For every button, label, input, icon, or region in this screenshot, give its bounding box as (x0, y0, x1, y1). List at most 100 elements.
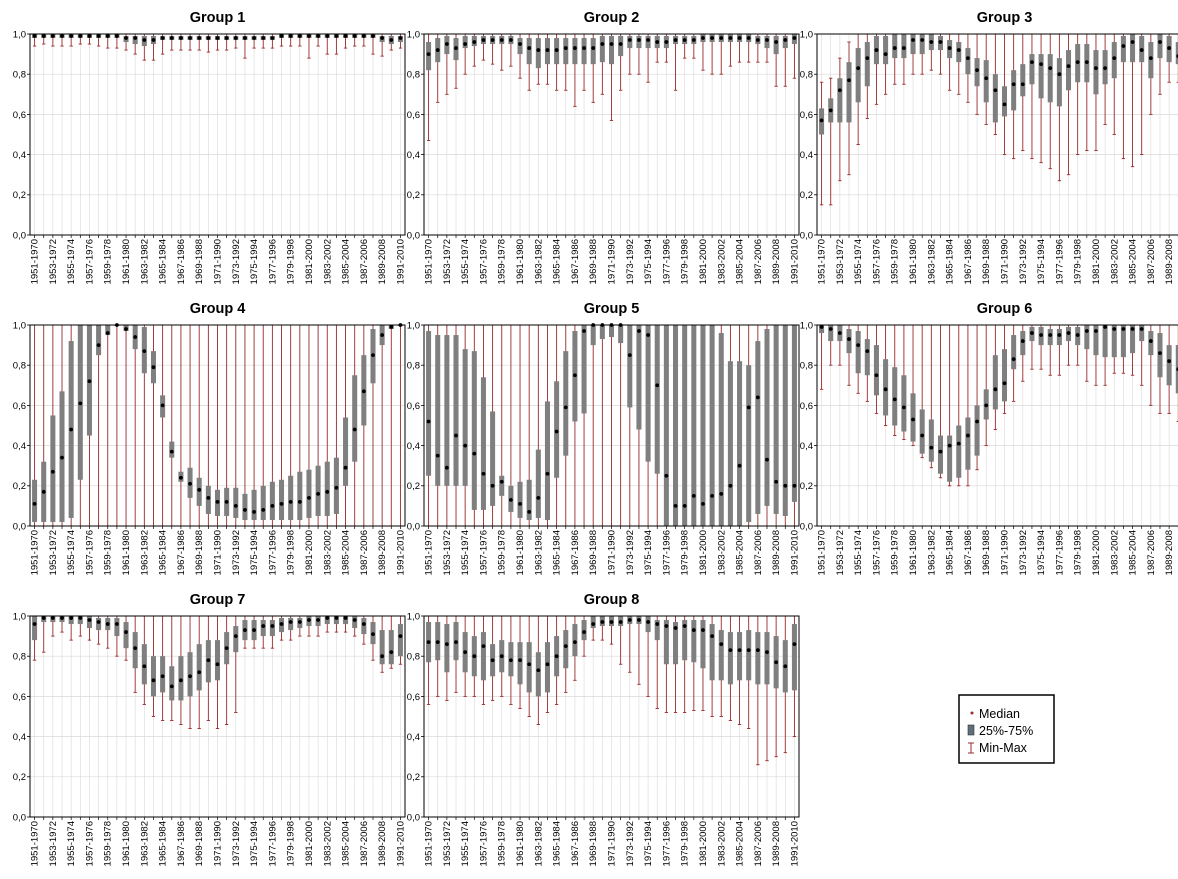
median-point (582, 329, 586, 333)
iqr-box (269, 620, 275, 637)
x-tick-label: 1955-1974 (460, 821, 471, 866)
iqr-box (563, 38, 569, 65)
x-tick-label: 1951-1970 (424, 530, 435, 575)
legend-median-marker (970, 711, 974, 715)
iqr-box (279, 479, 285, 520)
median-point (819, 325, 824, 329)
median-point (673, 504, 678, 508)
median-point (545, 471, 550, 476)
panel-title: Group 3 (977, 10, 1033, 26)
median-point (380, 36, 385, 40)
median-point (233, 504, 238, 508)
iqr-box (480, 632, 486, 681)
median-point (78, 34, 83, 38)
median-point (582, 630, 586, 634)
median-point (270, 504, 275, 508)
iqr-box (618, 36, 624, 57)
median-point (554, 429, 559, 434)
iqr-box (883, 36, 889, 65)
median-point (1158, 351, 1162, 356)
x-tick-label: 1987-2006 (359, 530, 370, 575)
median-point (87, 34, 92, 38)
x-tick-label: 1983-2002 (716, 239, 727, 284)
median-point (947, 443, 952, 448)
x-tick-label: 1991-2010 (789, 239, 800, 284)
y-tick-label: 0,4 (13, 150, 26, 161)
legend: Median 25%-75% Min-Max (958, 694, 1055, 764)
median-point (956, 48, 961, 52)
median-point (1121, 44, 1126, 48)
iqr-box (773, 325, 779, 514)
median-point (252, 36, 256, 40)
median-point (1112, 327, 1117, 331)
median-point (1030, 331, 1034, 335)
x-tick-label: 1981-2000 (304, 239, 315, 284)
iqr-box (828, 325, 834, 342)
x-tick-label: 1973-1992 (1018, 530, 1029, 575)
median-point (938, 40, 943, 44)
iqr-box (1038, 54, 1044, 99)
median-point (1039, 62, 1043, 67)
y-tick-label: 1,0 (800, 320, 813, 331)
x-tick-label: 1965-1984 (158, 239, 169, 284)
median-point (316, 618, 321, 622)
x-tick-label: 1969-1988 (194, 239, 205, 284)
iqr-box (846, 329, 852, 354)
median-point (874, 48, 879, 52)
median-point (160, 403, 165, 408)
median-point (664, 624, 669, 628)
x-tick-label: 1969-1988 (588, 821, 599, 866)
median-point (297, 620, 302, 624)
iqr-box (892, 34, 898, 59)
iqr-box (169, 441, 175, 458)
median-point (270, 36, 275, 40)
median-point (160, 674, 165, 679)
iqr-box (288, 618, 294, 631)
x-tick-label: 1951-1970 (424, 821, 435, 866)
median-point (728, 483, 733, 488)
y-tick-label: 0,0 (800, 230, 813, 241)
median-point (545, 662, 550, 667)
median-point (151, 38, 156, 42)
median-point (545, 48, 550, 52)
iqr-box (764, 329, 770, 506)
x-tick-label: 1981-2000 (698, 239, 709, 284)
median-point (1020, 339, 1025, 343)
x-tick-label: 1977-1996 (661, 821, 672, 866)
iqr-box (910, 393, 916, 442)
x-tick-label: 1963-1982 (926, 530, 937, 575)
iqr-box (343, 616, 349, 625)
median-point (728, 648, 733, 653)
median-point (993, 88, 998, 93)
iqr-box (1130, 34, 1136, 63)
iqr-box (1047, 54, 1053, 103)
panel-title: Group 6 (977, 301, 1033, 317)
y-tick-label: 0,0 (13, 230, 26, 241)
plot-frame (423, 615, 800, 818)
x-tick-label: 1975-1994 (643, 239, 654, 284)
iqr-box (636, 325, 642, 430)
median-point (508, 497, 513, 502)
x-tick-label: 1989-2008 (377, 530, 388, 575)
median-point (169, 684, 174, 689)
median-point (371, 632, 375, 636)
y-tick-label: 1,0 (800, 29, 813, 40)
median-point (169, 449, 174, 454)
median-point (929, 445, 934, 450)
x-tick-label: 1959-1978 (103, 821, 114, 866)
median-point (828, 108, 833, 113)
x-tick-label: 1983-2002 (1109, 530, 1120, 575)
x-tick-label: 1981-2000 (698, 821, 709, 866)
iqr-box (288, 475, 294, 520)
median-point (1148, 56, 1153, 61)
median-point (856, 343, 861, 347)
median-point (114, 34, 119, 38)
median-point (78, 401, 83, 406)
median-point (837, 331, 842, 335)
median-point (536, 48, 541, 52)
iqr-box (1093, 325, 1099, 356)
y-tick-label: 1,0 (407, 320, 420, 331)
x-tick-label: 1953-1972 (835, 239, 846, 284)
median-point (1075, 333, 1080, 337)
x-tick-label: 1961-1980 (908, 239, 919, 284)
